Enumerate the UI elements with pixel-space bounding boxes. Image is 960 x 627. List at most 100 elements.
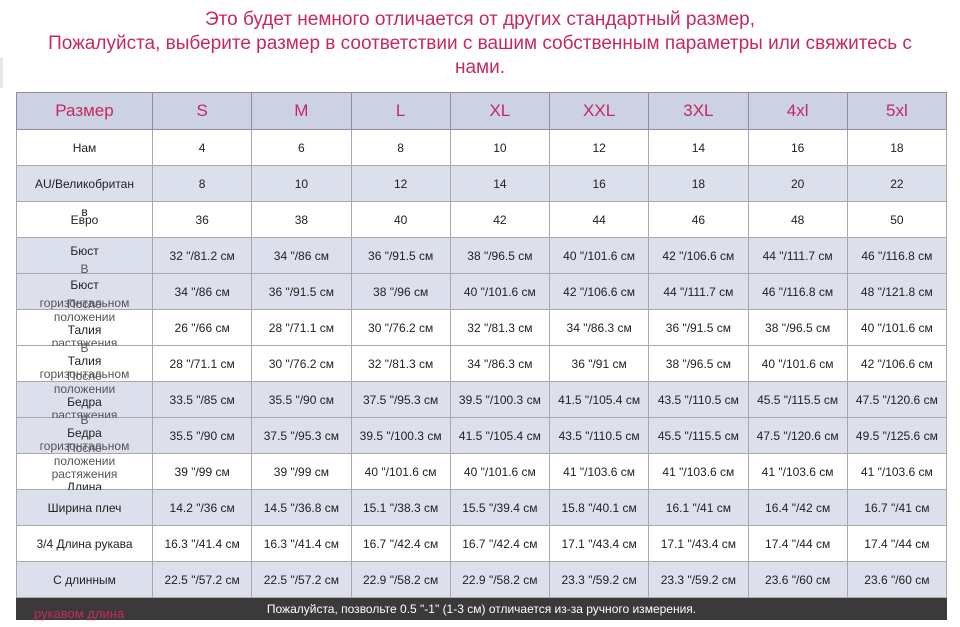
table-row: С длинным 22.5 "/57.2 см 22.5 "/57.2 см …	[16, 561, 948, 598]
row-label: 3/4 Длина рукава	[16, 525, 153, 562]
table-cell: 23.6 "/60 см	[747, 561, 848, 598]
row-label-stack: После положении Бедра растяжения	[51, 369, 118, 422]
table-cell: 17.4 "/44 см	[846, 525, 948, 562]
page-heading: Это будет немного отличается от других с…	[0, 8, 960, 80]
heading-line-3: нами.	[454, 57, 505, 78]
row-label-stack: Бюст горизонтальном	[39, 278, 130, 310]
row-label-stack: После положении растяжения Длина	[51, 441, 118, 494]
table-cell: 32 "/81.2 см	[151, 237, 253, 274]
table-cell: 45.5 "/115.5 см	[747, 381, 848, 418]
table-cell: 16.7 "/41 см	[846, 489, 948, 526]
measurement-note: Пожалуйста, позвольте 0.5 "-1" (1-3 см) …	[266, 602, 697, 616]
table-cell: 17.1 "/43.4 см	[648, 525, 749, 562]
heading-line-2: Пожалуйста, выберите размер в соответств…	[48, 33, 912, 54]
row-label-stack: В Бедра горизонтальном	[39, 413, 130, 453]
table-cell: 37.5 "/95.3 см	[350, 381, 451, 418]
table-cell: 33.5 "/85 см	[151, 381, 253, 418]
table-cell: 48 "/121.8 см	[846, 273, 948, 310]
table-cell: 43.5 "/110.5 см	[548, 417, 650, 454]
table-cell: 45.5 "/115.5 см	[648, 417, 749, 454]
table-cell: 41.5 "/105.4 см	[449, 417, 551, 454]
row-label: AU/Великобритан	[16, 165, 153, 202]
table-cell: 15.5 "/39.4 см	[449, 489, 551, 526]
table-cell: 16	[747, 129, 848, 166]
table-cell: 41 "/103.6 см	[747, 453, 848, 490]
table-cell: 36 "/91.5 см	[251, 273, 352, 310]
table-cell: 38 "/96 см	[350, 273, 451, 310]
row-label: После положении растяжения Длина	[16, 442, 153, 494]
table-cell: 47.5 "/120.6 см	[846, 381, 948, 418]
table-cell: 40 "/101.6 см	[449, 273, 551, 310]
table-cell: 22.5 "/57.2 см	[251, 561, 352, 598]
header-cell: S	[151, 92, 253, 130]
table-cell: 12	[548, 129, 650, 166]
row-label: С длинным	[16, 561, 153, 598]
table-cell: 12	[350, 165, 451, 202]
table-cell: 22.9 "/58.2 см	[350, 561, 451, 598]
table-cell: 39 "/99 см	[251, 453, 352, 490]
table-row: После положении растяжения Длина 39 "/99…	[16, 442, 948, 494]
table-cell: 10	[449, 129, 551, 166]
header-cell: 5xl	[846, 92, 948, 130]
table-row: Бюст В 32 "/81.2 см 34 "/86 см 36 "/91.5…	[16, 237, 948, 276]
row-label: В Бедра горизонтальном	[16, 414, 153, 454]
table-cell: 22.5 "/57.2 см	[151, 561, 253, 598]
table-cell: 36	[151, 201, 253, 238]
table-cell: 14	[648, 129, 749, 166]
table-cell: 22.9 "/58.2 см	[449, 561, 551, 598]
header-cell: L	[350, 92, 451, 130]
table-cell: 10	[251, 165, 352, 202]
table-cell: 26 "/66 см	[151, 309, 253, 346]
table-row: После положении Бедра растяжения 33.5 "/…	[16, 370, 948, 422]
header-row: Размер S M L XL XXL 3XL 4xl 5xl	[16, 92, 948, 130]
table-cell: 40 "/101.6 см	[548, 237, 650, 274]
overlap-v-word: в	[81, 205, 88, 219]
table-cell: 30 "/76.2 см	[350, 309, 451, 346]
table-cell: 44 "/111.7 см	[648, 273, 749, 310]
table-cell: 23.3 "/59.2 см	[648, 561, 749, 598]
table-cell: 4	[151, 129, 253, 166]
table-row: 3/4 Длина рукава 16.3 "/41.4 см 16.3 "/4…	[16, 525, 948, 562]
table-cell: 40	[350, 201, 451, 238]
measurement-note-bar: Пожалуйста, позвольте 0.5 "-1" (1-3 см) …	[16, 598, 947, 620]
table-cell: 44	[548, 201, 650, 238]
table-cell: 28 "/71.1 см	[251, 309, 352, 346]
heading-line-1: Это будет немного отличается от других с…	[204, 9, 756, 30]
table-cell: 14.2 "/36 см	[151, 489, 253, 526]
table-cell: 41.5 "/105.4 см	[548, 381, 650, 418]
table-cell: 16.4 "/42 см	[747, 489, 848, 526]
table-row: После положении Талия растяжения 26 "/66…	[16, 298, 948, 350]
table-cell: 46 "/116.8 см	[846, 237, 948, 274]
table-cell: 39 "/99 см	[151, 453, 253, 490]
table-cell: 36 "/91 см	[548, 345, 650, 382]
table-cell: 36 "/91.5 см	[350, 237, 451, 274]
table-cell: 42 "/106.6 см	[846, 345, 948, 382]
row-label: После положении Талия растяжения	[16, 298, 153, 350]
table-cell: 40 "/101.6 см	[449, 453, 551, 490]
table-cell: 23.6 "/60 см	[846, 561, 948, 598]
table-cell: 38 "/96.5 см	[648, 345, 749, 382]
table-cell: 40 "/101.6 см	[747, 345, 848, 382]
table-cell: 18	[846, 129, 948, 166]
table-cell: 34 "/86 см	[251, 237, 352, 274]
table-cell: 38 "/96.5 см	[747, 309, 848, 346]
table-cell: 20	[747, 165, 848, 202]
table-cell: 38 "/96.5 см	[449, 237, 551, 274]
table-row: Бюст горизонтальном 34 "/86 см 36 "/91.5…	[16, 273, 948, 310]
table-cell: 40 "/101.6 см	[350, 453, 451, 490]
header-cell: M	[251, 92, 352, 130]
row-label: После положении Бедра растяжения	[16, 370, 153, 422]
table-row: Нам 4 6 8 10 12 14 16 18	[16, 129, 948, 166]
table-cell: 30 "/76.2 см	[251, 345, 352, 382]
table-cell: 34 "/86.3 см	[548, 309, 650, 346]
table-cell: 41 "/103.6 см	[548, 453, 650, 490]
table-row: Евро в 36 38 40 42 44 46 48 50	[16, 201, 948, 238]
table-cell: 17.1 "/43.4 см	[548, 525, 650, 562]
table-cell: 16.3 "/41.4 см	[151, 525, 253, 562]
table-row: Ширина плеч 14.2 "/36 см 14.5 "/36.8 см …	[16, 489, 948, 526]
left-edge-mark	[0, 58, 3, 88]
table-cell: 39.5 "/100.3 см	[350, 417, 451, 454]
size-chart-table: Размер S M L XL XXL 3XL 4xl 5xl Нам 4 6 …	[16, 92, 948, 598]
table-cell: 16.1 "/41 см	[648, 489, 749, 526]
header-cell: Размер	[16, 92, 153, 130]
